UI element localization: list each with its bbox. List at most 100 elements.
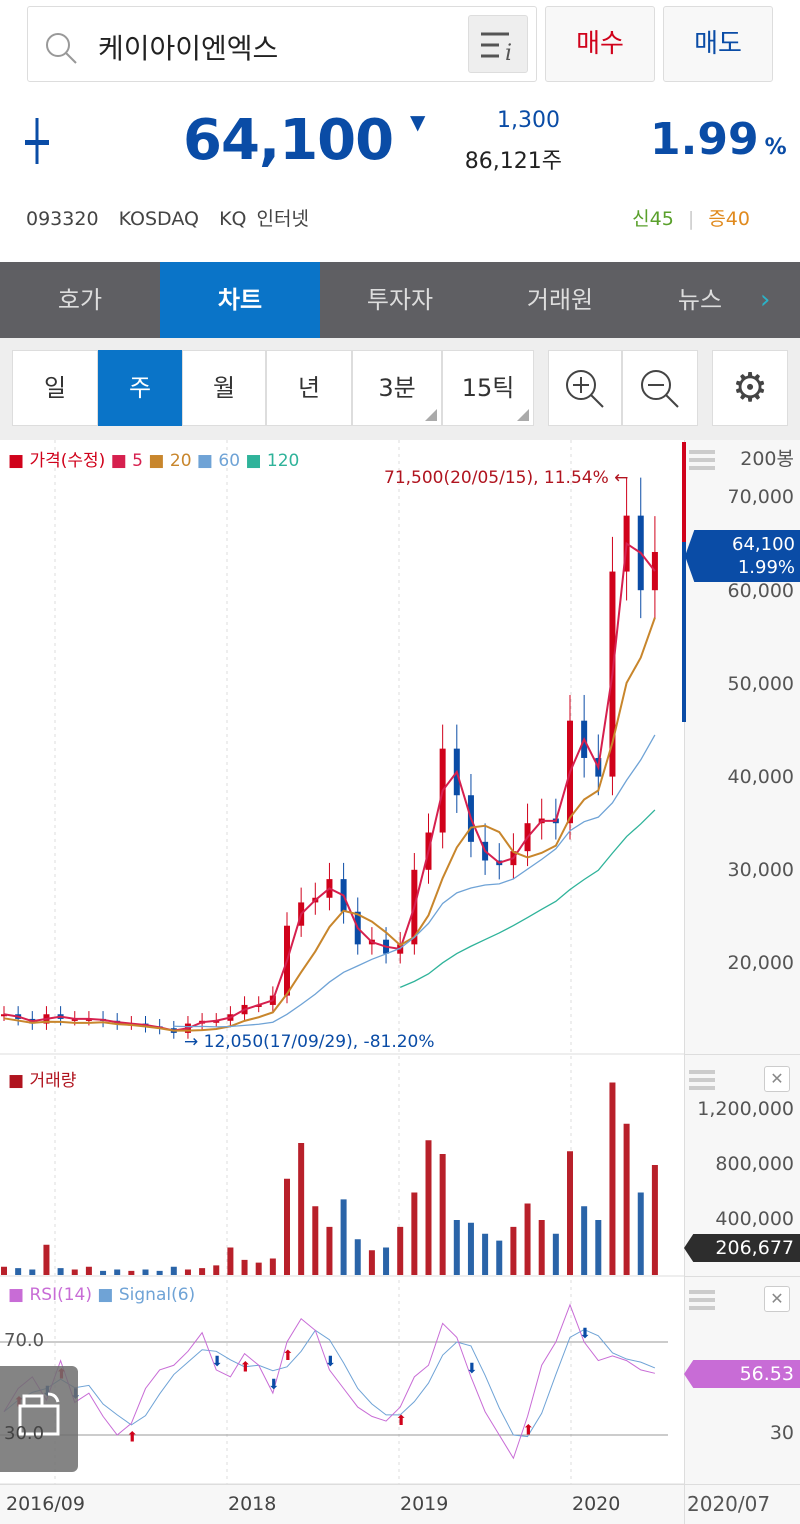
volume-bar — [255, 1262, 262, 1275]
y-tick: 800,000 — [715, 1153, 794, 1175]
volume-bar — [213, 1265, 220, 1275]
volume-bar — [85, 1266, 92, 1275]
volume-bar — [340, 1199, 347, 1275]
tab-news[interactable]: 뉴스 — [677, 286, 723, 314]
volume-bar — [354, 1239, 361, 1275]
chart-toolbar: 일 주 월 년 3분 15틱 ⚙ — [0, 338, 800, 440]
buy-button[interactable]: 매수 — [545, 6, 655, 82]
y-tick: 50,000 — [727, 673, 794, 695]
sell-signal-arrow: ⬇ — [579, 1326, 591, 1342]
legend-ma5: ■ 5 — [110, 451, 143, 471]
y-tick: 60,000 — [727, 580, 794, 602]
change-percent-value: 1.99 — [650, 114, 759, 165]
stock-info: 093320 KOSDAQ KQ 인터넷 — [26, 204, 309, 231]
volume-bar — [425, 1140, 432, 1275]
volume-bar — [368, 1250, 375, 1275]
volume-bar — [312, 1206, 319, 1275]
low-annotation: → 12,050(17/09/29), -81.20% — [184, 1032, 435, 1052]
volume-bar — [496, 1240, 503, 1275]
zoom-out-button[interactable] — [622, 350, 698, 426]
volume-bar — [100, 1270, 107, 1275]
volume-bar — [538, 1220, 545, 1275]
volume-bar — [383, 1247, 390, 1275]
high-annotation: 71,500(20/05/15), 11.54% ← — [384, 468, 629, 488]
volume-bar — [623, 1123, 630, 1275]
volume-legend: ■ 거래량 — [8, 1071, 77, 1091]
period-minute[interactable]: 3분 — [352, 350, 442, 426]
current-price: 64,100 — [183, 108, 394, 173]
ma60-line — [173, 734, 656, 1028]
volume-bar — [29, 1269, 36, 1275]
volume-bar — [453, 1220, 460, 1275]
x-tick: 2016/09 — [6, 1493, 85, 1515]
tab-orderbook[interactable]: 호가 — [57, 286, 103, 314]
volume-bar — [43, 1244, 50, 1275]
volume-bar — [269, 1258, 276, 1275]
period-day[interactable]: 일 — [12, 350, 98, 426]
buy-signal-arrow: ⬆ — [395, 1413, 407, 1429]
period-minute-label: 3분 — [378, 374, 416, 402]
sell-button[interactable]: 매도 — [663, 6, 773, 82]
buy-signal-arrow: ⬆ — [240, 1360, 252, 1376]
close-rsi-icon[interactable]: ✕ — [764, 1286, 790, 1312]
bar-count[interactable]: 200봉 — [740, 448, 794, 470]
volume-bar — [439, 1154, 446, 1275]
svg-text:i: i — [505, 41, 512, 66]
period-week[interactable]: 주 — [98, 350, 182, 426]
buy-signal-arrow: ⬆ — [282, 1348, 294, 1364]
stock-code: 093320 — [26, 208, 99, 230]
ma5-line — [3, 541, 656, 1032]
rsi-label: RSI(14) — [29, 1285, 92, 1305]
tab-investor[interactable]: 투자자 — [366, 286, 434, 314]
menu-icon[interactable] — [689, 1290, 715, 1314]
sell-signal-arrow: ⬇ — [268, 1377, 280, 1393]
volume-bar — [128, 1270, 135, 1275]
buy-signal-arrow: ⬆ — [523, 1422, 535, 1438]
volume-bar — [510, 1226, 517, 1275]
volume-bar — [227, 1247, 234, 1275]
signal-label: Signal(6) — [118, 1285, 196, 1305]
rsi-legend: ■ RSI(14) ■ Signal(6) — [8, 1285, 196, 1305]
period-year[interactable]: 년 — [266, 350, 352, 426]
volume-bar — [1, 1266, 7, 1275]
chevron-right-icon[interactable]: › — [760, 285, 771, 315]
volume-bar — [170, 1266, 177, 1275]
legend-ma120: ■ 120 — [245, 451, 300, 471]
last-pct: 1.99% — [737, 557, 795, 578]
sell-signal-arrow: ⬇ — [324, 1354, 336, 1370]
tab-broker[interactable]: 거래원 — [526, 286, 594, 314]
volume-bar — [156, 1270, 163, 1275]
search-box[interactable]: 케이아이엔엑스 i — [27, 6, 537, 82]
volume-bar — [651, 1165, 658, 1275]
legend-ma20: ■ 20 — [148, 451, 192, 471]
menu-icon[interactable] — [689, 1070, 715, 1094]
last-rsi-tag: 56.53 — [684, 1360, 800, 1388]
volume-bar — [595, 1220, 602, 1275]
y-tick: 20,000 — [727, 952, 794, 974]
range-indicator — [682, 442, 686, 722]
zoom-in-icon — [566, 370, 604, 408]
stock-info-button[interactable]: i — [468, 15, 528, 73]
y-tick: 1,200,000 — [697, 1098, 794, 1120]
x-tick-last: 2020/07 — [687, 1492, 771, 1516]
tab-chart[interactable]: 차트 — [160, 262, 320, 338]
price-legend: ■ 가격(수정) ■ 5 ■ 20 ■ 60 ■ 120 — [8, 446, 299, 471]
menu-icon[interactable] — [689, 450, 715, 474]
rotate-screen-button[interactable] — [0, 1366, 78, 1472]
ma120-line — [399, 809, 656, 988]
search-input[interactable]: 케이아이엔엑스 — [98, 32, 279, 65]
settings-button[interactable]: ⚙ — [712, 350, 788, 426]
period-month[interactable]: 월 — [182, 350, 266, 426]
period-tick[interactable]: 15틱 — [442, 350, 534, 426]
zoom-in-button[interactable] — [548, 350, 622, 426]
date-axis: 2016/09 2018 2019 2020 — [0, 1484, 684, 1524]
sell-signal-arrow: ⬇ — [211, 1354, 223, 1370]
credit-ratio: 신45 — [632, 208, 674, 230]
buy-signal-arrow: ⬆ — [126, 1429, 138, 1445]
volume-bar — [524, 1203, 531, 1275]
y-tick: 30 — [769, 1422, 794, 1444]
stock-chart[interactable]: ⬆⬇⬆⬇⬆⬇⬆⬇⬆⬇⬆⬇⬆⬇ — [0, 440, 684, 1524]
ma20-line — [3, 617, 656, 1032]
legend-ma60: ■ 60 — [196, 451, 241, 471]
close-volume-icon[interactable]: ✕ — [764, 1066, 790, 1092]
